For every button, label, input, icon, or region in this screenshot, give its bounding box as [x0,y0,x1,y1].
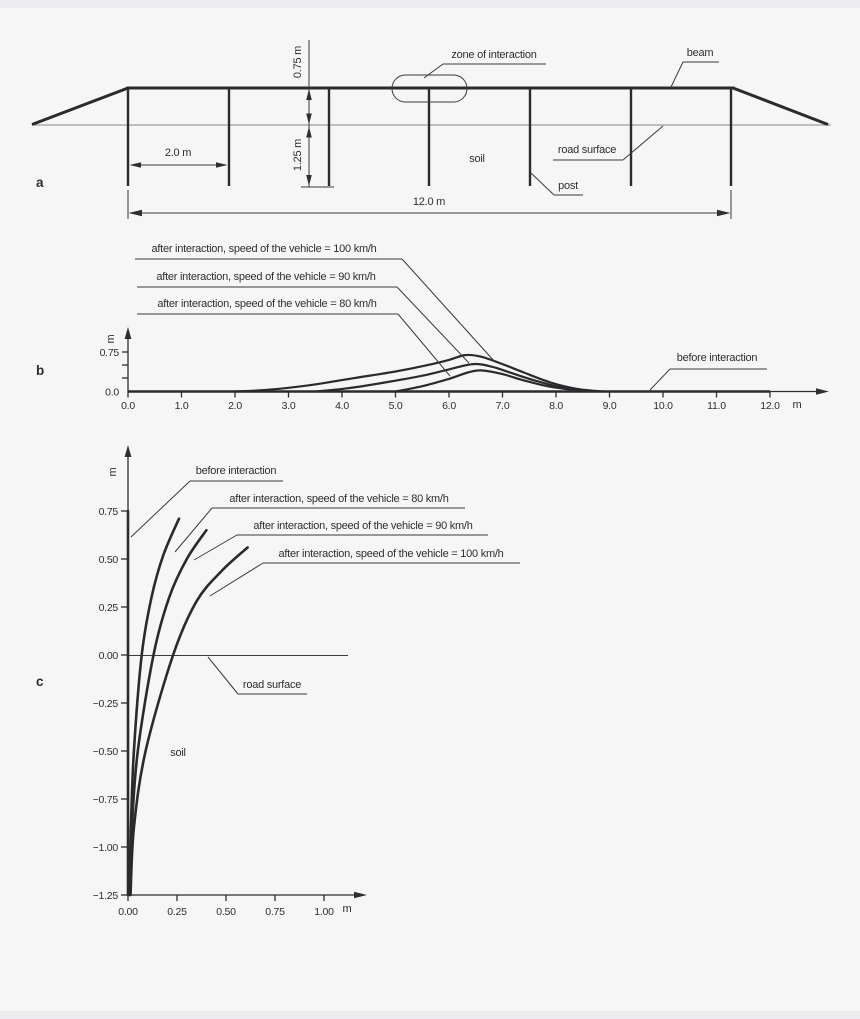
dim-arrow-left [129,162,141,168]
leader-80kmh [174,507,213,553]
panel-c-letter: c [36,674,44,689]
top-edge-band [0,0,860,8]
y-tick-label: −0.25 [93,698,119,710]
x-tick-label: 1.00 [314,906,334,918]
curve-90kmh [128,528,208,897]
zone-of-interaction-outline [391,74,468,103]
curve-90kmh [314,362,595,393]
zone-of-interaction-label: zone of interaction [451,49,536,61]
y-tick-label: −0.75 [93,794,119,806]
label-100kmh: after interaction, speed of the vehicle … [151,243,376,255]
y-tick-label: 0.75 [99,506,119,518]
y-axis-arrow [124,327,132,339]
x-tick-label: 8.0 [549,400,563,412]
beam-right-wing [732,86,829,126]
y-axis-arrow [124,445,132,457]
leader-90kmh [193,534,238,561]
label-before-interaction: before interaction [677,352,758,364]
curve-100kmh [129,546,249,897]
label-100kmh: after interaction, speed of the vehicle … [278,548,503,560]
total-length-dimension: 12.0 m [413,196,445,208]
road-surface-leader [622,125,664,161]
road-surface-leader [207,656,239,695]
leader-before [130,480,191,538]
beam-leader-line [670,61,684,88]
road-surface-label: road surface [243,679,301,691]
x-tick-label: 0.25 [167,906,187,918]
dim-arrow-up [306,126,312,138]
panel-a-letter: a [36,175,44,190]
beam-label: beam [687,47,714,59]
y-axis-unit: m [105,334,117,343]
x-tick-label: 0.75 [265,906,285,918]
curve-80kmh [128,517,181,897]
dim-arrow-right [216,162,228,168]
y-tick-label: −1.00 [93,842,119,854]
dim-arrow-right [717,209,731,217]
leader-before [649,368,671,391]
x-tick-label: 5.0 [389,400,403,412]
x-tick-label: 1.0 [175,400,189,412]
x-tick-label: 12.0 [760,400,780,412]
x-tick-label: 9.0 [603,400,617,412]
post-embedment-dimension: 1.25 m [292,139,304,171]
leader-90kmh [396,286,470,364]
y-tick-label: 0.75 [100,347,120,359]
x-tick-label: 2.0 [228,400,242,412]
curve-80kmh [394,369,590,393]
panel-b: 0.75 0.0 m 0.0 1.0 2.0 3.0 4.0 5.0 6.0 7… [36,243,829,412]
panel-a: zone of interaction beam road surface po… [31,40,831,219]
beam-height-dimension: 0.75 m [292,46,304,78]
x-tick-label: 4.0 [335,400,349,412]
leader-100kmh [209,562,264,597]
post-label: post [558,180,578,192]
x-axis-unit: m [793,399,802,411]
post-spacing-dimension: 2.0 m [165,147,191,159]
leader-100kmh [401,258,496,363]
x-tick-label: 0.00 [118,906,138,918]
leader-80kmh [397,313,451,377]
y-tick-label: 0.00 [99,650,119,662]
soil-label: soil [469,153,485,165]
label-90kmh: after interaction, speed of the vehicle … [156,271,375,283]
road-surface-label: road surface [558,144,616,156]
x-tick-label: 10.0 [653,400,673,412]
x-tick-label: 7.0 [496,400,510,412]
x-tick-label: 6.0 [442,400,456,412]
y-axis-unit: m [107,467,119,476]
bottom-edge-band [0,1011,860,1019]
x-tick-label: 11.0 [707,400,726,412]
panel-c: m 0.75 0.50 0.25 0.00 −0.25 −0.50 −0.75 … [36,445,520,918]
panel-b-letter: b [36,363,44,378]
x-tick-label: 3.0 [282,400,296,412]
y-tick-label: 0.50 [99,554,119,566]
dim-arrow-up [306,89,312,100]
curve-100kmh [233,353,606,393]
label-80kmh: after interaction, speed of the vehicle … [157,298,376,310]
y-tick-label: 0.0 [105,387,119,399]
label-before-interaction: before interaction [196,465,277,477]
y-tick-label: −0.50 [93,746,119,758]
zone-leader-line [423,63,444,79]
y-tick-label: 0.25 [99,602,119,614]
x-tick-label: 0.50 [216,906,236,918]
x-axis-arrow [354,891,367,899]
label-80kmh: after interaction, speed of the vehicle … [229,493,448,505]
post-leader-line [530,172,555,196]
x-axis-unit: m [343,903,352,915]
x-tick-label: 0.0 [121,400,135,412]
label-90kmh: after interaction, speed of the vehicle … [253,520,472,532]
soil-label: soil [170,747,186,759]
dim-arrow-down [306,175,312,186]
dim-arrow-down [306,113,312,125]
y-tick-label: −1.25 [93,890,119,902]
beam-left-wing [31,86,129,126]
x-axis-arrow [816,388,829,395]
dim-arrow-left [128,209,142,217]
